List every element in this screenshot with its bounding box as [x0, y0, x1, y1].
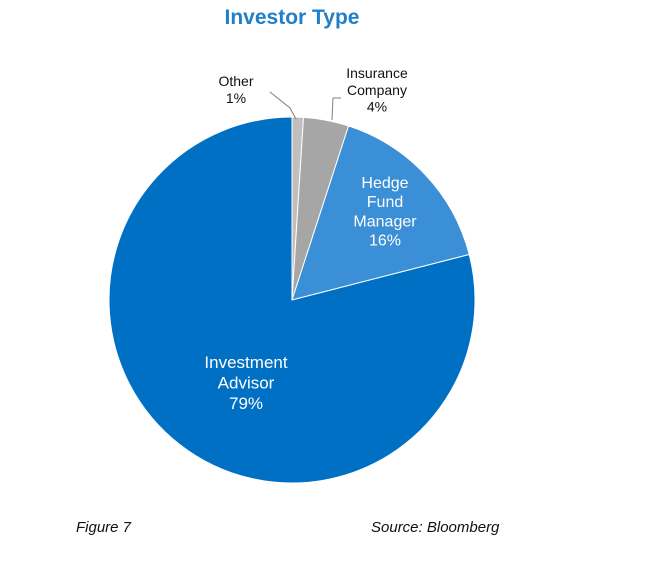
figure-label: Figure 7 — [76, 519, 132, 536]
slice-label-3: Investment Advisor 79% — [204, 353, 287, 413]
leader-line-0 — [269, 91, 297, 120]
source-label: Source: Bloomberg — [371, 519, 500, 536]
slice-label-0: Other 1% — [218, 73, 253, 106]
leader-line-1 — [331, 97, 341, 121]
pie-slice-3 — [108, 116, 476, 484]
slice-label-1: Insurance Company 4% — [346, 65, 408, 115]
pie-slice-2 — [291, 125, 470, 301]
chart-title: Investor Type — [224, 6, 360, 29]
slice-label-2: Hedge Fund Manager 16% — [353, 175, 417, 250]
